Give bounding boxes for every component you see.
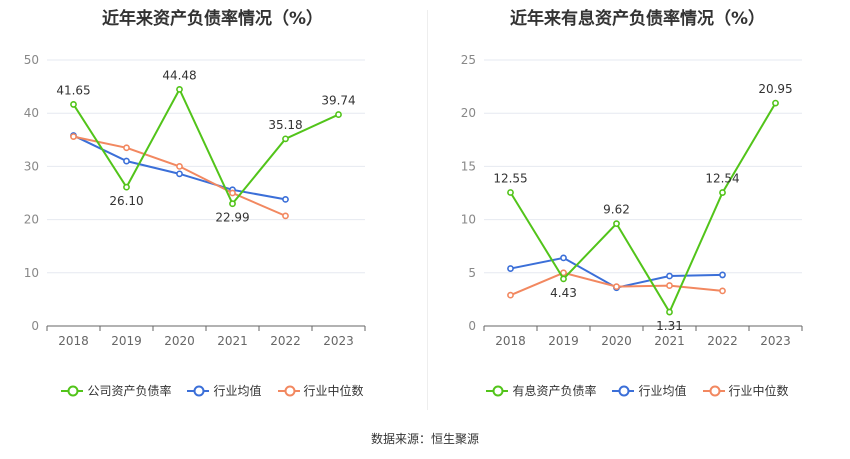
data-point — [229, 200, 236, 208]
chart-panel-interest-debt-ratio: 近年来有息资产负债率情况（%） 0 5 10 15 20 25 2018 2019 2020 20… — [425, 0, 850, 420]
data-point — [229, 189, 236, 197]
y-tick-label: 0 — [468, 319, 476, 333]
chart-plot: 0 5 10 15 20 25 2018 2019 2020 2021 2022 2023 12.55 4… — [461, 53, 803, 348]
legend-item[interactable]: 行业均值 — [612, 382, 687, 399]
data-point — [719, 189, 726, 196]
data-point — [123, 183, 130, 191]
data-label: 20.95 — [758, 82, 792, 96]
data-point — [719, 271, 726, 279]
y-tick-label: 0 — [31, 319, 39, 333]
data-point — [666, 272, 673, 280]
legend-label: 行业中位数 — [303, 384, 364, 398]
data-label: 35.18 — [268, 118, 302, 132]
data-label: 1.31 — [656, 319, 683, 333]
data-point — [507, 265, 514, 272]
chart-title: 近年来资产负债率情况（%） — [101, 9, 324, 29]
data-point — [772, 99, 779, 107]
data-point — [123, 157, 130, 165]
y-tick-label: 25 — [461, 53, 476, 67]
legend-item[interactable]: 公司资产负债率 — [61, 382, 171, 399]
y-tick-label: 20 — [24, 213, 39, 227]
y-tick-label: 10 — [24, 266, 39, 280]
x-tick-label: 2023 — [760, 334, 791, 348]
data-label: 12.55 — [493, 171, 527, 185]
data-source-note: 数据来源：恒生聚源 — [370, 432, 479, 446]
data-point — [719, 287, 726, 295]
legend-label: 公司资产负债率 — [87, 384, 172, 398]
legend-label: 行业均值 — [213, 384, 262, 398]
data-point — [613, 220, 620, 228]
data-label: 4.43 — [550, 286, 577, 300]
x-tick-label: 2019 — [548, 334, 579, 348]
data-point — [335, 111, 342, 118]
legend-item[interactable]: 行业中位数 — [277, 382, 364, 399]
series-line — [509, 102, 777, 315]
data-point — [666, 308, 673, 316]
legend-item[interactable]: 行业中位数 — [702, 382, 789, 399]
y-tick-label: 15 — [461, 159, 476, 173]
chart-legend: 有息资产负债率 行业均值 行业中位数 — [425, 382, 850, 399]
data-point — [613, 283, 620, 291]
data-label: 26.10 — [109, 194, 143, 208]
chart-plot: 0 10 20 30 40 50 2018 2019 2020 2021 2022 2023 41.65… — [24, 53, 366, 348]
data-point — [507, 189, 514, 196]
data-label: 41.65 — [56, 83, 90, 97]
legend-item[interactable]: 行业均值 — [187, 382, 262, 399]
x-tick-label: 2020 — [164, 334, 195, 348]
data-point — [507, 291, 514, 299]
x-tick-label: 2021 — [654, 334, 685, 348]
x-tick-label: 2021 — [217, 334, 248, 348]
x-tick-label: 2018 — [58, 334, 89, 348]
chart-title: 近年来有息资产负债率情况（%） — [509, 9, 766, 29]
legend-label: 有息资产负债率 — [512, 384, 597, 398]
legend-item[interactable]: 有息资产负债率 — [486, 382, 596, 399]
y-tick-label: 30 — [24, 159, 39, 173]
data-point — [70, 133, 77, 141]
x-tick-label: 2023 — [323, 334, 354, 348]
data-point — [666, 282, 673, 289]
chart-legend: 公司资产负债率 行业均值 行业中位数 — [0, 382, 425, 399]
legend-line-circle-icon — [612, 385, 635, 396]
legend-label: 行业中位数 — [728, 384, 789, 398]
data-point — [176, 162, 183, 170]
legend-line-circle-icon — [187, 385, 210, 396]
y-tick-label: 10 — [461, 213, 476, 227]
y-tick-label: 20 — [461, 106, 476, 120]
y-tick-label: 50 — [24, 53, 39, 67]
data-label: 22.99 — [215, 211, 249, 225]
data-point — [560, 275, 567, 283]
data-point — [282, 212, 289, 220]
data-point — [176, 85, 183, 93]
legend-line-circle-icon — [61, 385, 84, 396]
data-point — [282, 135, 289, 143]
x-tick-label: 2018 — [495, 334, 526, 348]
data-label: 12.54 — [705, 172, 739, 186]
x-tick-label: 2020 — [601, 334, 632, 348]
data-point — [176, 170, 183, 178]
data-point — [560, 254, 567, 262]
data-label: 9.62 — [603, 203, 630, 217]
legend-label: 行业均值 — [638, 384, 687, 398]
data-label: 44.48 — [162, 68, 196, 82]
y-tick-label: 40 — [24, 106, 39, 120]
y-tick-label: 5 — [468, 266, 476, 280]
data-point — [282, 195, 289, 203]
legend-line-circle-icon — [486, 385, 509, 396]
data-label: 39.74 — [321, 94, 355, 108]
x-tick-label: 2022 — [707, 334, 738, 348]
data-point — [70, 101, 77, 108]
chart-panel-debt-ratio: 近年来资产负债率情况（%） 0 10 20 30 40 50 2018 2019 2020 202… — [0, 0, 425, 420]
x-tick-label: 2019 — [111, 334, 142, 348]
data-point — [123, 144, 130, 152]
x-tick-label: 2022 — [270, 334, 301, 348]
legend-line-circle-icon — [702, 385, 725, 396]
panel-divider — [427, 10, 428, 410]
series-line — [72, 87, 339, 206]
legend-line-circle-icon — [277, 385, 300, 396]
